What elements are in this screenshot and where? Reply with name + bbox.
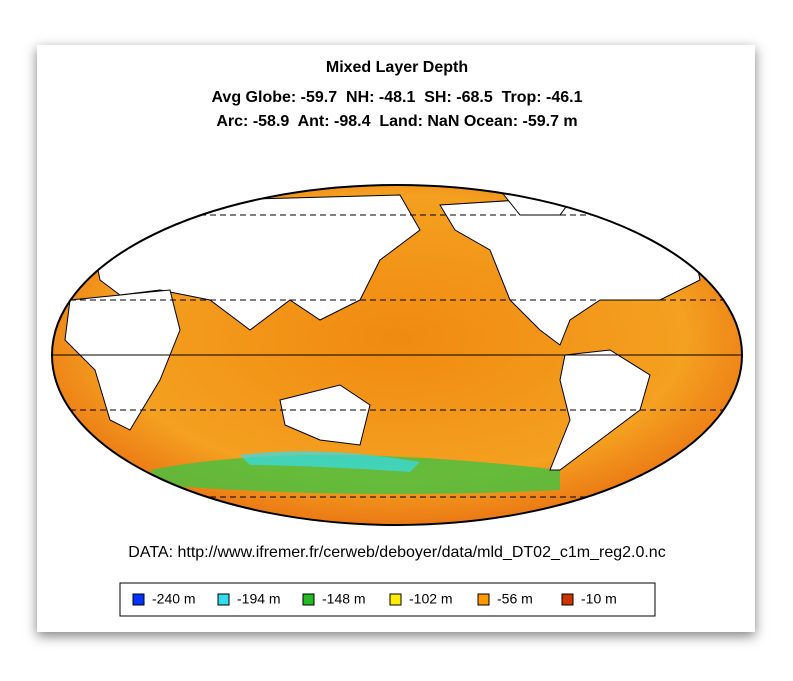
australia xyxy=(279,384,371,446)
legend-label: -10 m xyxy=(581,591,617,607)
legend-swatch xyxy=(561,593,574,606)
legend-swatch xyxy=(132,593,145,606)
legend xyxy=(119,582,656,617)
legend-swatch xyxy=(389,593,402,606)
cyan-patch xyxy=(240,451,420,472)
map xyxy=(52,185,742,525)
map-border xyxy=(51,184,743,526)
legend-items: -240 m -194 m -148 m -102 m -56 m -10 m xyxy=(132,591,617,607)
legend-label: -56 m xyxy=(497,591,533,607)
legend-label: -148 m xyxy=(322,591,366,607)
stats-line: Arc: -58.9 Ant: -98.4 Land: NaN Ocean: -… xyxy=(216,113,577,130)
title: Mixed Layer Depth xyxy=(326,59,468,76)
africa xyxy=(64,289,181,431)
legend-swatch xyxy=(217,593,230,606)
legend-swatch xyxy=(302,593,315,606)
legend-label: -240 m xyxy=(152,591,196,607)
legend-swatch xyxy=(477,593,490,606)
legend-label: -194 m xyxy=(237,591,281,607)
legend-label: -102 m xyxy=(409,591,453,607)
data-source: DATA: http://www.ifremer.fr/cerweb/deboy… xyxy=(128,544,665,561)
stats-line: Avg Globe: -59.7 NH: -48.1 SH: -68.5 Tro… xyxy=(211,89,582,106)
